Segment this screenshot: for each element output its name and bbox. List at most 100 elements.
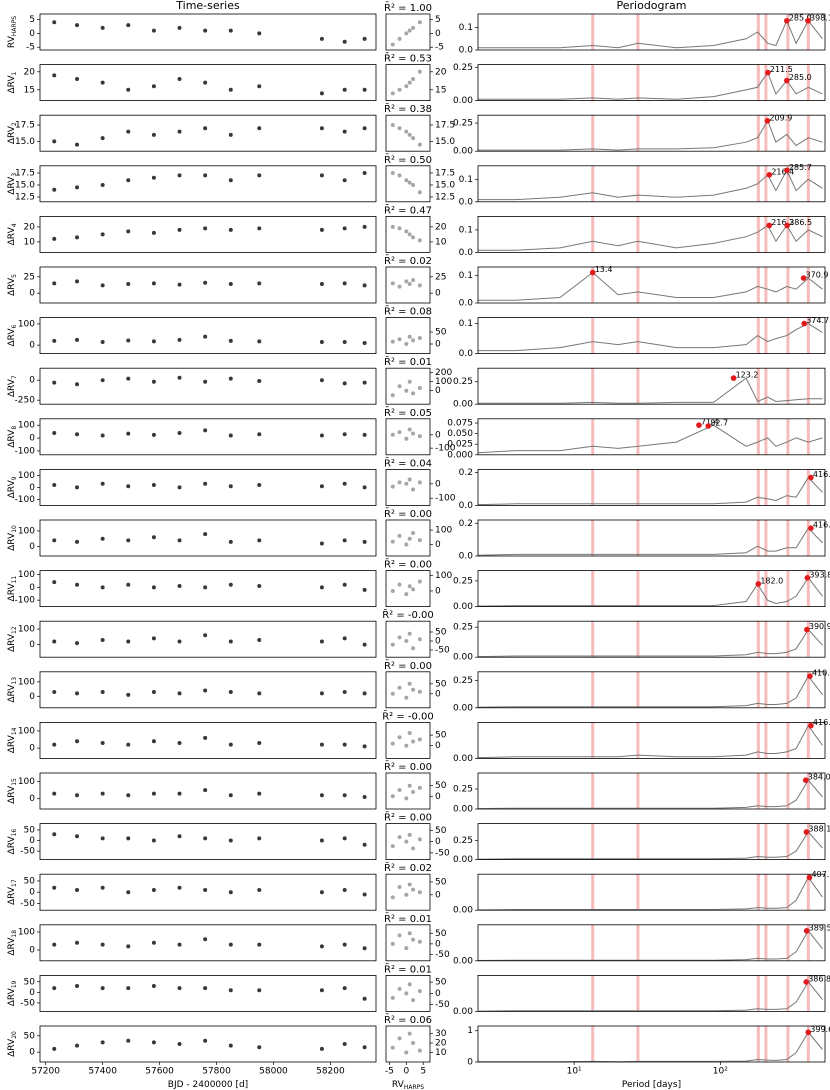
panel: 15 20R̄² = 0.53 — [384, 52, 447, 101]
data-point — [100, 183, 105, 187]
data-point — [100, 136, 105, 141]
data-point — [342, 942, 347, 947]
data-point — [390, 539, 395, 544]
data-point — [52, 942, 57, 947]
y-label-sub: 10 — [11, 525, 18, 533]
data-point — [75, 983, 80, 988]
y-tick-label: 100 — [18, 777, 35, 787]
period-band — [764, 1026, 768, 1062]
y-tick-label: 50 — [24, 876, 36, 886]
period-band — [764, 722, 768, 759]
data-point — [404, 229, 409, 234]
period-band — [806, 165, 810, 202]
panel: 12.5 15.0 17.5R̄² = 0.50 — [384, 153, 455, 203]
period-band — [786, 216, 790, 253]
data-point — [411, 77, 416, 81]
y-tick-label: 0 — [435, 29, 441, 39]
data-point — [126, 23, 131, 28]
period-band — [591, 64, 595, 101]
data-point — [319, 126, 324, 131]
peak-marker — [801, 320, 807, 327]
period-band — [591, 520, 595, 556]
y-axis-label: ΔRV10 — [7, 525, 19, 551]
y-tick-label: 0 — [29, 836, 35, 846]
data-point — [257, 942, 262, 947]
period-band — [806, 14, 810, 50]
panel: -100 0 R̄² = 0.05 — [384, 406, 456, 456]
y-tick-label: 0.0 — [459, 197, 474, 207]
y-tick-label: 30 — [435, 1029, 447, 1039]
period-band — [756, 216, 760, 253]
panel-frame — [477, 975, 826, 1012]
period-band — [806, 1026, 810, 1062]
data-point — [362, 795, 367, 799]
peak-label: 398.1 — [810, 13, 830, 22]
panel-title: R̄² = 0.08 — [384, 305, 432, 318]
data-point — [100, 885, 105, 890]
data-point — [257, 538, 262, 543]
data-point — [126, 431, 131, 436]
y-tick-label: 20 — [435, 67, 447, 77]
panel-frame — [39, 620, 377, 658]
data-point — [100, 481, 105, 486]
data-point — [397, 787, 402, 792]
y-tick-label: 200 — [435, 368, 452, 378]
data-point — [52, 791, 57, 796]
panel: -5 0 5 RVHARPS — [7, 13, 377, 53]
y-tick-label: 17.5 — [15, 169, 35, 179]
panel-frame — [385, 570, 431, 607]
data-point — [126, 178, 131, 183]
periodogram-line — [477, 476, 823, 506]
panel-frame — [385, 64, 431, 101]
data-point — [397, 885, 402, 890]
y-tick-label: 0 — [29, 988, 35, 998]
panel-frame — [385, 1025, 431, 1063]
data-point — [203, 735, 208, 740]
peak-marker — [806, 874, 813, 881]
data-point — [151, 689, 156, 694]
data-point — [75, 793, 80, 798]
panel-frame — [39, 215, 377, 253]
y-tick-label: 15.0 — [435, 181, 455, 191]
data-point — [397, 933, 402, 938]
period-band — [591, 924, 595, 961]
data-point — [417, 238, 422, 243]
panel-frame — [477, 64, 826, 101]
data-point — [228, 433, 233, 438]
panel-frame — [477, 671, 826, 709]
data-point — [52, 20, 57, 25]
panel-frame — [385, 418, 431, 456]
data-point — [417, 890, 422, 895]
y-label-main: ΔRV — [7, 328, 17, 347]
period-band — [591, 216, 595, 253]
period-band — [806, 520, 810, 556]
panel: 0.00 389.5 — [453, 923, 830, 966]
panel-frame — [385, 924, 431, 962]
period-band — [756, 418, 760, 455]
panel: 15.0 17.5R̄² = 0.38 — [384, 102, 455, 152]
data-point — [342, 178, 347, 183]
data-point — [100, 232, 105, 237]
period-band — [786, 418, 790, 455]
data-point — [397, 635, 402, 640]
data-point — [407, 584, 412, 589]
y-tick-label: 50 — [24, 977, 36, 987]
period-band — [786, 671, 790, 708]
y-tick-label: 0.1 — [459, 175, 473, 185]
y-axis-label: RVHARPS — [7, 16, 19, 48]
y-tick-label: 0 — [435, 837, 441, 847]
data-point — [203, 226, 208, 231]
y-tick-label: 0.25 — [453, 836, 473, 846]
period-band — [756, 773, 760, 809]
period-band — [636, 621, 640, 658]
data-point — [397, 430, 402, 435]
data-point — [75, 23, 80, 28]
data-point — [257, 740, 262, 745]
period-band — [806, 368, 810, 405]
period-band — [806, 874, 810, 911]
y-tick-label: 100 — [18, 677, 35, 687]
y-label-sub: 4 — [11, 223, 18, 227]
